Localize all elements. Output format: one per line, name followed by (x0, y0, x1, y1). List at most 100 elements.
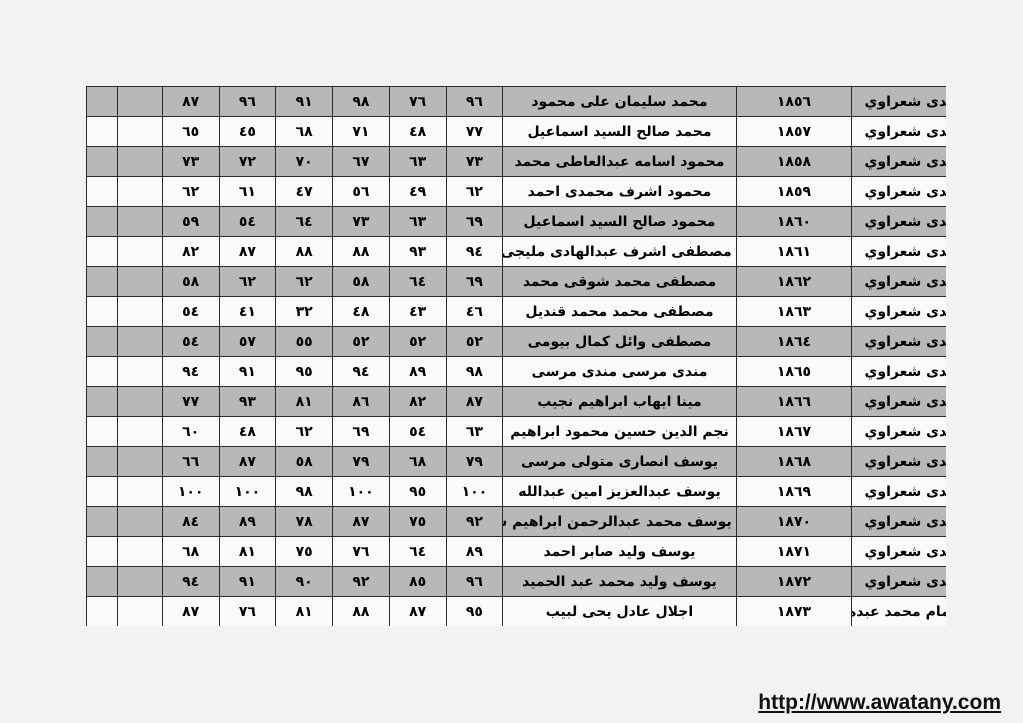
cell-score-5: ١٠٠ (218, 476, 277, 507)
cell-score-4: ٨١ (275, 596, 334, 626)
cell-class-name: هدى شعراوي (851, 86, 946, 117)
cell-score-6: ٨٧ (161, 596, 220, 626)
cell-score-2: ٥٤ (388, 416, 447, 447)
cell-blank-2 (86, 236, 118, 267)
cell-score-4: ٦٢ (275, 416, 334, 447)
cell-score-1: ٧٧ (445, 116, 504, 147)
cell-score-4: ٨١ (275, 386, 334, 417)
cell-score-2: ٦٤ (388, 266, 447, 297)
cell-blank-1 (116, 206, 163, 237)
cell-student-id: ١٨٥٩ (735, 176, 853, 207)
cell-score-3: ٩٢ (332, 566, 390, 597)
cell-score-6: ٥٩ (161, 206, 220, 237)
cell-blank-2 (86, 536, 118, 567)
cell-class-name: هدى شعراوي (851, 326, 946, 357)
cell-score-6: ٥٤ (161, 326, 220, 357)
cell-score-6: ٨٢ (161, 236, 220, 267)
cell-student-name: اجلال عادل يحى لبيب (502, 596, 737, 626)
cell-score-6: ٧٧ (161, 386, 220, 417)
cell-blank-1 (116, 356, 163, 387)
cell-student-name: محمود اسامه عبدالعاطى محمد (502, 146, 737, 177)
cell-score-6: ٨٤ (161, 506, 220, 537)
cell-student-name: مصطفى محمد شوقى محمد (502, 266, 737, 297)
cell-student-name: محمود اشرف محمدى احمد (502, 176, 737, 207)
cell-student-id: ١٨٥٨ (735, 146, 853, 177)
cell-score-4: ٦٨ (275, 116, 334, 147)
cell-student-id: ١٨٦١ (735, 236, 853, 267)
cell-score-3: ٨٨ (332, 596, 390, 626)
cell-score-3: ٩٨ (332, 86, 390, 117)
cell-score-5: ٤٨ (218, 416, 277, 447)
cell-blank-1 (116, 116, 163, 147)
cell-score-1: ٦٩ (445, 266, 504, 297)
cell-score-6: ٨٧ (161, 86, 220, 117)
cell-score-2: ٦٣ (388, 146, 447, 177)
cell-score-2: ٦٨ (388, 446, 447, 477)
cell-student-id: ١٨٦٧ (735, 416, 853, 447)
cell-score-1: ٨٧ (445, 386, 504, 417)
cell-student-name: محمود صالح السيد اسماعيل (502, 206, 737, 237)
cell-score-4: ٦٢ (275, 266, 334, 297)
cell-score-2: ٨٧ (388, 596, 447, 626)
cell-student-name: محمد صالح السيد اسماعيل (502, 116, 737, 147)
cell-score-3: ٦٩ (332, 416, 390, 447)
cell-class-name: هدى شعراوي (851, 236, 946, 267)
cell-score-2: ٥٢ (388, 326, 447, 357)
source-url-watermark: http://www.awatany.com (758, 691, 1001, 714)
cell-score-4: ٧٥ (275, 536, 334, 567)
cell-score-3: ٧٩ (332, 446, 390, 477)
cell-student-id: ١٨٧٢ (735, 566, 853, 597)
cell-score-3: ٥٢ (332, 326, 390, 357)
cell-student-id: ١٨٧٣ (735, 596, 853, 626)
cell-score-6: ٩٤ (161, 566, 220, 597)
cell-score-4: ٧٠ (275, 146, 334, 177)
cell-score-2: ٨٢ (388, 386, 447, 417)
cell-student-id: ١٨٥٦ (735, 86, 853, 117)
cell-score-1: ٩٥ (445, 596, 504, 626)
cell-score-1: ٨٩ (445, 536, 504, 567)
cell-score-3: ٤٨ (332, 296, 390, 327)
cell-score-6: ٦٠ (161, 416, 220, 447)
cell-score-5: ٦٢ (218, 266, 277, 297)
cell-score-5: ٧٢ (218, 146, 277, 177)
cell-class-name: هدى شعراوي (851, 206, 946, 237)
cell-score-3: ٩٤ (332, 356, 390, 387)
cell-blank-2 (86, 416, 118, 447)
cell-score-2: ٧٦ (388, 86, 447, 117)
cell-score-6: ٦٨ (161, 536, 220, 567)
cell-score-1: ٧٩ (445, 446, 504, 477)
cell-blank-1 (116, 506, 163, 537)
cell-score-4: ٨٨ (275, 236, 334, 267)
cell-blank-2 (86, 566, 118, 597)
cell-student-name: مندى مرسى مندى مرسى (502, 356, 737, 387)
cell-score-1: ٩٢ (445, 506, 504, 537)
cell-blank-1 (116, 266, 163, 297)
cell-blank-1 (116, 446, 163, 477)
cell-score-5: ٥٧ (218, 326, 277, 357)
cell-score-2: ٤٣ (388, 296, 447, 327)
cell-blank-1 (116, 146, 163, 177)
cell-blank-2 (86, 116, 118, 147)
cell-blank-1 (116, 536, 163, 567)
cell-score-4: ٦٤ (275, 206, 334, 237)
cell-score-4: ٥٨ (275, 446, 334, 477)
cell-score-3: ٨٨ (332, 236, 390, 267)
cell-blank-2 (86, 326, 118, 357)
cell-score-4: ٥٥ (275, 326, 334, 357)
cell-student-name: يوسف انصارى متولى مرسى (502, 446, 737, 477)
cell-score-3: ٥٨ (332, 266, 390, 297)
cell-class-name: هدى شعراوي (851, 446, 946, 477)
cell-class-name: هدى شعراوي (851, 536, 946, 567)
cell-student-id: ١٨٧٠ (735, 506, 853, 537)
cell-class-name: هدى شعراوي (851, 566, 946, 597)
cell-blank-2 (86, 476, 118, 507)
cell-score-5: ٧٦ (218, 596, 277, 626)
